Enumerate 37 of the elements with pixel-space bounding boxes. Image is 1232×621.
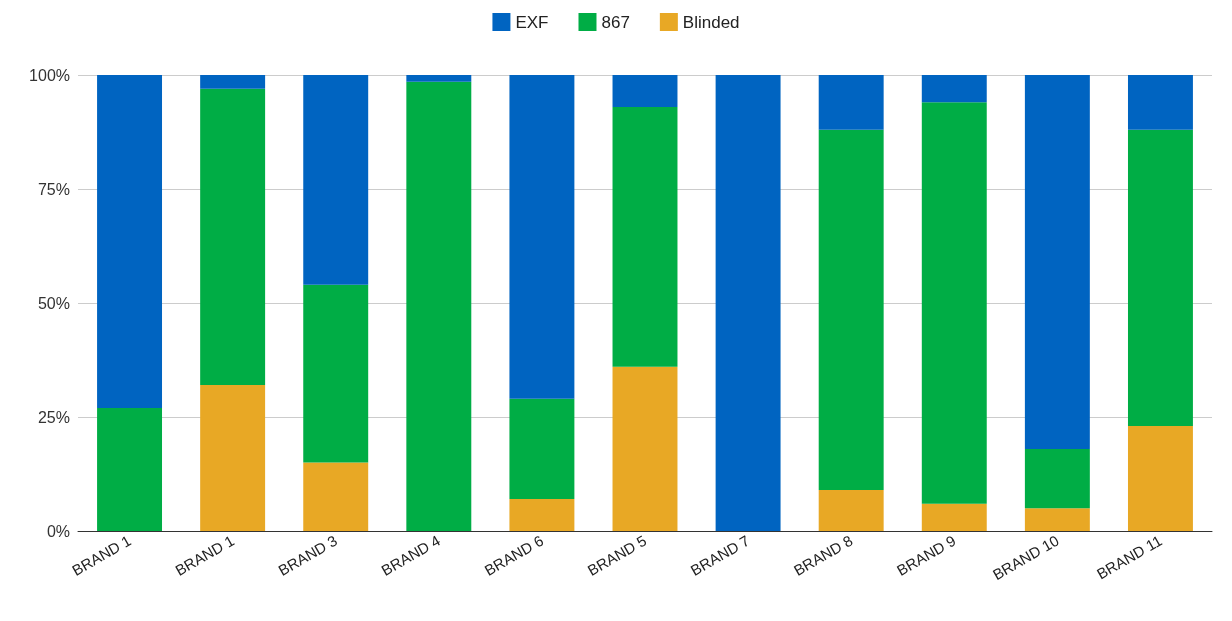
bar bbox=[200, 75, 266, 89]
bar bbox=[818, 75, 884, 130]
y-tick-label: 25% bbox=[37, 408, 70, 426]
bar bbox=[818, 129, 884, 490]
bar bbox=[200, 88, 266, 386]
bar bbox=[509, 75, 575, 399]
bar bbox=[303, 75, 369, 285]
bar bbox=[509, 499, 575, 531]
bar bbox=[406, 81, 472, 531]
bar bbox=[303, 284, 369, 463]
legend-label: 867 bbox=[601, 12, 630, 32]
bar bbox=[1024, 75, 1090, 449]
bar bbox=[200, 385, 266, 531]
bar bbox=[921, 75, 987, 103]
bar bbox=[921, 102, 987, 504]
bar bbox=[818, 489, 884, 531]
bar bbox=[1024, 508, 1090, 531]
bar bbox=[97, 75, 163, 408]
bar bbox=[1127, 129, 1193, 427]
y-tick-label: 75% bbox=[37, 180, 70, 198]
bar bbox=[509, 398, 575, 500]
bar bbox=[715, 75, 781, 531]
bar bbox=[97, 407, 163, 531]
legend-label: EXF bbox=[515, 12, 549, 32]
bar bbox=[1024, 448, 1090, 509]
legend-label: Blinded bbox=[682, 12, 740, 32]
bar bbox=[612, 366, 678, 531]
bar bbox=[303, 462, 369, 531]
bar bbox=[612, 106, 678, 367]
y-tick-label: 100% bbox=[29, 66, 70, 84]
bar bbox=[921, 503, 987, 531]
bar bbox=[406, 75, 472, 82]
bar bbox=[1127, 75, 1193, 130]
y-tick-label: 50% bbox=[37, 294, 70, 312]
bar bbox=[1127, 426, 1193, 531]
y-tick-label: 0% bbox=[46, 522, 70, 540]
bar bbox=[612, 75, 678, 107]
